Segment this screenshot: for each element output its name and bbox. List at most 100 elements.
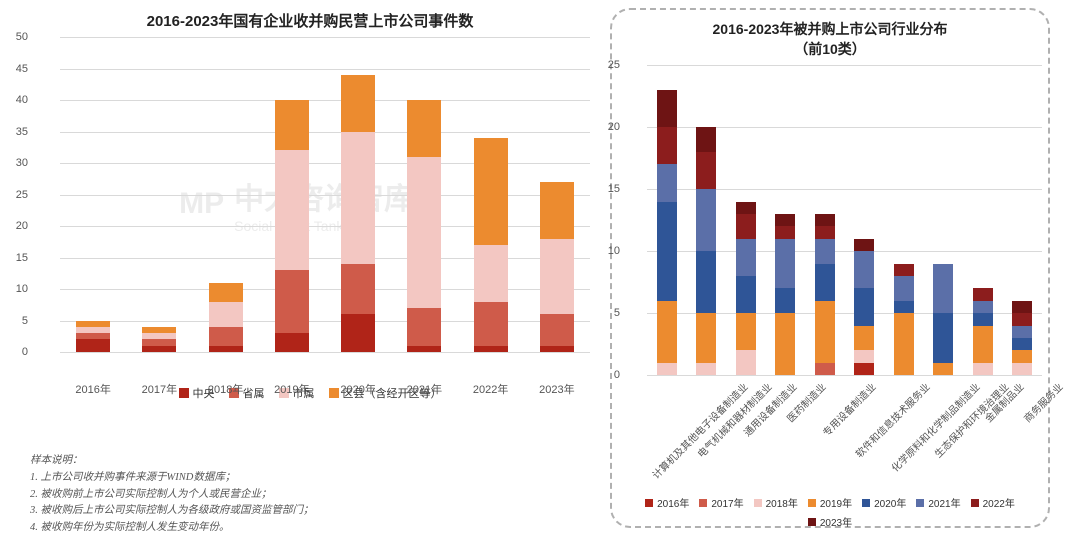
gridline (60, 69, 590, 70)
bar-segment (736, 214, 756, 239)
footnote-line: 4. 被收购年份为实际控制人发生变动年份。 (30, 520, 314, 537)
watermark-text: 中大咨询智库 Social Think Tank (234, 174, 414, 234)
gridline (60, 289, 590, 290)
bar-segment (973, 363, 993, 375)
ytick: 35 (2, 126, 28, 138)
bar-segment (696, 363, 716, 375)
bar-segment (657, 202, 677, 301)
bar-group (775, 214, 795, 375)
bar-segment (76, 339, 110, 352)
bar-group (854, 239, 874, 375)
legend-label: 2020年 (874, 495, 906, 510)
legend-label: 2021年 (928, 495, 960, 510)
bar-segment (474, 346, 508, 352)
right-panel: 2016-2023年被并购上市公司行业分布 （前10类） 0510152025计… (600, 0, 1060, 549)
xtick: 2017年 (142, 381, 177, 397)
gridline (60, 258, 590, 259)
container: 2016-2023年国有企业收并购民营上市公司事件数 MP 中大咨询智库 Soc… (0, 0, 1080, 549)
legend-swatch (971, 499, 979, 507)
watermark-brand: 中大咨询智库 (234, 183, 414, 216)
xtick: 计算机及其他电子设备制造业 (648, 379, 751, 482)
legend-label: 2017年 (711, 495, 743, 510)
bar-segment (775, 226, 795, 238)
legend-item: 2021年 (916, 495, 960, 510)
bar-group (894, 264, 914, 376)
gridline (647, 375, 1042, 376)
gridline (647, 65, 1042, 66)
bar-segment (736, 239, 756, 276)
footnotes: 样本说明： 1. 上市公司收并购事件来源于WIND数据库；2. 被收购前上市公司… (30, 453, 314, 537)
bar-group (209, 283, 243, 352)
bar-group (696, 127, 716, 375)
bar-segment (696, 313, 716, 363)
bar-segment (736, 276, 756, 313)
legend-item: 2019年 (808, 495, 852, 510)
ytick: 15 (2, 252, 28, 264)
bar-segment (854, 363, 874, 375)
right-frame: 2016-2023年被并购上市公司行业分布 （前10类） 0510152025计… (610, 8, 1050, 528)
bar-group (76, 321, 110, 352)
legend-item: 2020年 (862, 495, 906, 510)
ytick: 0 (2, 346, 28, 358)
bar-segment (341, 314, 375, 352)
legend-swatch (862, 499, 870, 507)
right-chart-area: 0510152025计算机及其他电子设备制造业电气机械和器材制造业通用设备制造业… (622, 65, 1042, 375)
bar-segment (1012, 350, 1032, 362)
bar-group (657, 90, 677, 375)
legend-swatch (179, 388, 189, 398)
bar-segment (894, 301, 914, 313)
bar-segment (894, 276, 914, 301)
bar-group (933, 264, 953, 376)
gridline (60, 132, 590, 133)
legend-item: 2023年 (808, 514, 852, 529)
left-chart-title: 2016-2023年国有企业收并购民营上市公司事件数 (30, 10, 590, 31)
footnote-line: 1. 上市公司收并购事件来源于WIND数据库； (30, 470, 314, 487)
ytick: 5 (2, 315, 28, 327)
legend-swatch (916, 499, 924, 507)
legend-swatch (699, 499, 707, 507)
ytick: 20 (2, 220, 28, 232)
bar-segment (474, 302, 508, 346)
footnote-line: 2. 被收购前上市公司实际控制人为个人或民营企业； (30, 487, 314, 504)
right-legend: 2016年2017年2018年2019年2020年2021年2022年2023年 (622, 495, 1038, 529)
ytick: 10 (2, 283, 28, 295)
ytick: 20 (600, 121, 620, 133)
right-chart-title: 2016-2023年被并购上市公司行业分布 （前10类） (622, 20, 1038, 59)
bar-segment (894, 264, 914, 276)
bar-segment (657, 164, 677, 201)
bar-segment (540, 182, 574, 239)
bar-segment (815, 226, 835, 238)
ytick: 25 (2, 189, 28, 201)
bar-segment (540, 314, 574, 346)
bar-group (1012, 301, 1032, 375)
bar-segment (275, 333, 309, 352)
ytick: 5 (600, 307, 620, 319)
watermark-glyph: MP (179, 187, 224, 221)
right-title-l2: （前10类） (794, 41, 866, 57)
bar-segment (696, 251, 716, 313)
bar-segment (815, 214, 835, 226)
footnote-list: 1. 上市公司收并购事件来源于WIND数据库；2. 被收购前上市公司实际控制人为… (30, 470, 314, 537)
gridline (60, 163, 590, 164)
xtick: 2022年 (473, 381, 508, 397)
bar-segment (341, 75, 375, 132)
right-title-l1: 2016-2023年被并购上市公司行业分布 (713, 21, 948, 37)
bar-group (275, 100, 309, 352)
bar-segment (775, 288, 795, 313)
bar-segment (474, 138, 508, 245)
xtick: 商务服务业 (1020, 379, 1066, 425)
bar-segment (696, 127, 716, 152)
ytick: 10 (600, 245, 620, 257)
legend-item: 2022年 (971, 495, 1015, 510)
bar-group (407, 100, 441, 352)
bar-segment (815, 301, 835, 363)
bar-segment (854, 239, 874, 251)
legend-label: 2023年 (820, 514, 852, 529)
bar-group (540, 182, 574, 352)
gridline (60, 195, 590, 196)
ytick: 25 (600, 59, 620, 71)
bar-segment (854, 326, 874, 351)
bar-segment (1012, 313, 1032, 325)
bar-segment (973, 301, 993, 313)
bar-group (341, 75, 375, 352)
